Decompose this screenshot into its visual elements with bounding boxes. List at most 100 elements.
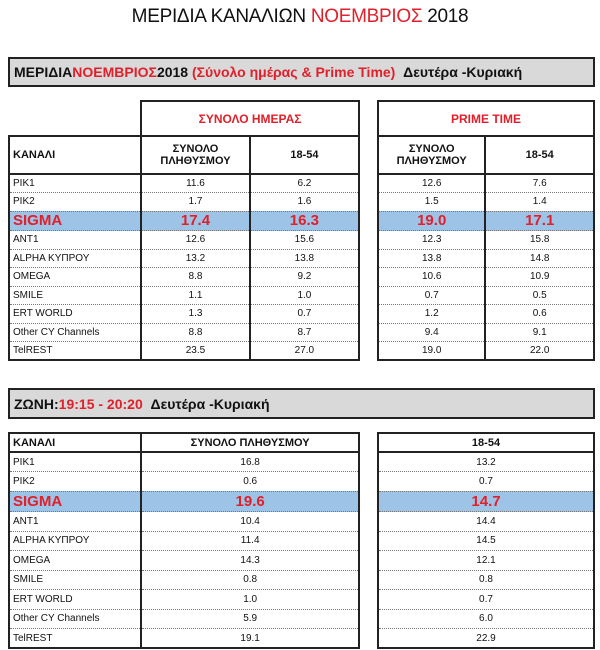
share-value: 16.3 — [248, 211, 361, 231]
table-row: 13.2 — [377, 452, 595, 472]
share-value: 9.2 — [248, 267, 361, 287]
section1-title: ΜΕΡΙΔΙΑ ΝΟΕΜΒΡΙΟΣ 2018 (Σύνολο ημέρας & … — [8, 57, 595, 87]
share-value: 0.8 — [140, 570, 360, 590]
share-value: 0.6 — [484, 304, 595, 324]
share-value: 19.0 — [376, 211, 487, 231]
share-value: 0.7 — [377, 471, 595, 492]
share-value: 0.8 — [377, 570, 595, 590]
channel-name: ALPHA ΚΥΠΡΟΥ — [7, 531, 143, 551]
channel-name: SMILE — [7, 570, 143, 590]
channel-name: ΡΙΚ2 — [7, 471, 143, 492]
share-value: 13.2 — [377, 452, 595, 472]
table-row: ΡΙΚ2 1.7 1.6 — [7, 192, 361, 212]
share-value: 14.5 — [377, 531, 595, 551]
channel-name: TelREST — [7, 628, 143, 649]
channel-name: ALPHA ΚΥΠΡΟΥ — [7, 249, 143, 268]
share-value: 7.6 — [484, 174, 595, 193]
share-value: 14.3 — [140, 550, 360, 571]
share-value: 1.0 — [248, 286, 361, 305]
channel-name: OMEGA — [7, 550, 143, 571]
share-value: 6.0 — [377, 609, 595, 629]
table-row: SIGMA 17.4 16.3 — [7, 211, 361, 231]
share-value: 15.6 — [248, 230, 361, 250]
table-row: ALPHA ΚΥΠΡΟΥ 13.2 13.8 — [7, 249, 361, 268]
table-row: TelREST 23.5 27.0 — [7, 341, 361, 361]
share-value: 1.4 — [484, 192, 595, 212]
table-row: SIGMA 19.6 — [7, 491, 360, 512]
share-value: 10.6 — [376, 267, 487, 287]
share-value: 14.7 — [377, 491, 595, 512]
share-value: 8.7 — [248, 323, 361, 342]
table-row: ΡΙΚ1 11.6 6.2 — [7, 174, 361, 193]
group-prime-header: PRIME TIME — [377, 100, 595, 137]
channel-name: ΡΙΚ1 — [7, 174, 143, 193]
table-row: OMEGA 8.8 9.2 — [7, 267, 361, 287]
share-value: 0.7 — [377, 589, 595, 610]
share-value: 5.9 — [140, 609, 360, 629]
table-row: 0.7 — [377, 589, 595, 610]
table-row: 1.2 0.6 — [376, 304, 595, 324]
zone-total-table: ΚΑΝΑΛΙ ΣΥΝΟΛΟ ΠΛΗΘΥΣΜΟΥ ΡΙΚ1 16.8 ΡΙΚ2 0.6 SI… — [7, 432, 360, 649]
table-row: ERT WORLD 1.0 — [7, 589, 360, 610]
share-value: 12.1 — [377, 550, 595, 571]
channel-name: ΡΙΚ2 — [7, 192, 143, 212]
share-value: 1.6 — [248, 192, 361, 212]
share-value: 8.8 — [140, 267, 251, 287]
channel-name: OMEGA — [7, 267, 143, 287]
channel-name: SIGMA — [7, 491, 143, 512]
table-row: OMEGA 14.3 — [7, 550, 360, 571]
table-row: 12.6 7.6 — [376, 174, 595, 193]
table-row: 14.4 — [377, 511, 595, 532]
channel-name: ERT WORLD — [7, 589, 143, 610]
share-value: 12.6 — [376, 174, 487, 193]
channel-name: SIGMA — [7, 211, 143, 231]
share-value: 1.1 — [140, 286, 251, 305]
table-row: 19.0 22.0 — [376, 341, 595, 361]
table-row: 9.4 9.1 — [376, 323, 595, 342]
share-value: 19.0 — [376, 341, 487, 361]
table-row: TelREST 19.1 — [7, 628, 360, 649]
share-value: 1.7 — [140, 192, 251, 212]
day-table: ΣΥΝΟΛΟ ΗΜΕΡΑΣ ΚΑΝΑΛΙ ΣΥΝΟΛΟ ΠΛΗΘΥΣΜΟΥ 18-5… — [7, 100, 361, 361]
table-row: ANT1 10.4 — [7, 511, 360, 532]
share-value: 0.5 — [484, 286, 595, 305]
share-value: 17.1 — [484, 211, 595, 231]
share-value: 11.6 — [140, 174, 251, 193]
share-value: 1.0 — [140, 589, 360, 610]
channel-name: ΡΙΚ1 — [7, 452, 143, 472]
share-value: 27.0 — [248, 341, 361, 361]
table-row: SMILE 0.8 — [7, 570, 360, 590]
share-value: 17.4 — [140, 211, 251, 231]
zone-age-table: 18-54 13.2 0.7 14.7 14.4 14.5 12.1 0.8 0.7 6.0 22… — [377, 432, 595, 649]
table-row: 0.7 — [377, 471, 595, 492]
table-row: 0.8 — [377, 570, 595, 590]
table-row: 14.7 — [377, 491, 595, 512]
share-value: 1.2 — [376, 304, 487, 324]
share-value: 1.3 — [140, 304, 251, 324]
table-row: 22.9 — [377, 628, 595, 649]
channel-name: Other CY Channels — [7, 609, 143, 629]
share-value: 13.8 — [376, 249, 487, 268]
share-value: 8.8 — [140, 323, 251, 342]
share-value: 22.0 — [484, 341, 595, 361]
channel-name: SMILE — [7, 286, 143, 305]
table-row: 10.6 10.9 — [376, 267, 595, 287]
table-row: ALPHA ΚΥΠΡΟΥ 11.4 — [7, 531, 360, 551]
share-value: 12.3 — [376, 230, 487, 250]
table-row: 14.5 — [377, 531, 595, 551]
table-row: 12.1 — [377, 550, 595, 571]
share-value: 11.4 — [140, 531, 360, 551]
share-value: 9.1 — [484, 323, 595, 342]
channel-name: Other CY Channels — [7, 323, 143, 342]
table-row: Other CY Channels 5.9 — [7, 609, 360, 629]
share-value: 23.5 — [140, 341, 251, 361]
share-value: 10.4 — [140, 511, 360, 532]
channel-name: ERT WORLD — [7, 304, 143, 324]
table-row: 19.0 17.1 — [376, 211, 595, 231]
share-value: 0.7 — [248, 304, 361, 324]
share-value: 16.8 — [140, 452, 360, 472]
table-row: SMILE 1.1 1.0 — [7, 286, 361, 305]
share-value: 14.4 — [377, 511, 595, 532]
table-row: 12.3 15.8 — [376, 230, 595, 250]
channel-name: ANT1 — [7, 230, 143, 250]
